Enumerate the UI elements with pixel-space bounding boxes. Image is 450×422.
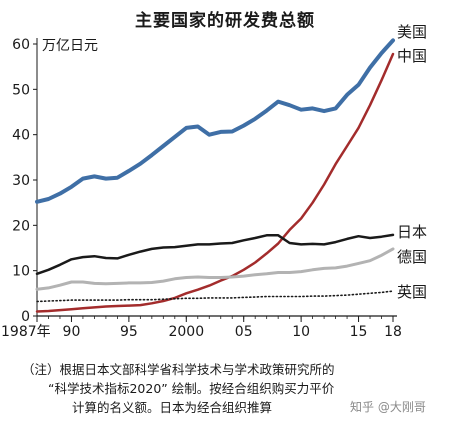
footnote-line-3: 计算的名义额。日本为经合组织推算: [72, 400, 273, 415]
footnote: （注）根据日本文部科学省科学技术与学术政策研究所的 “科学技术指标2020” 绘…: [22, 360, 437, 417]
y-tick-label: 40: [12, 128, 30, 144]
y-unit-label: 万亿日元: [42, 38, 98, 54]
x-tick-label: 05: [235, 324, 253, 340]
x-tick-label: 15: [350, 324, 368, 340]
y-tick-label: 0: [21, 309, 30, 325]
x-tick-label: 95: [120, 324, 138, 340]
chart-title: 主要国家的研发费总额: [135, 11, 315, 31]
series-lines: [35, 38, 395, 313]
y-tick-label: 50: [12, 82, 30, 98]
series-line-0: [35, 38, 395, 204]
y-tick-label: 30: [12, 173, 30, 189]
series-label-0: 美国: [397, 23, 427, 41]
y-tick-label: 10: [12, 264, 30, 280]
x-tick-label: 18: [384, 324, 402, 340]
footnote-line-1: （注）根据日本文部科学省科学技术与学术政策研究所的: [22, 362, 335, 377]
series-label-3: 德国: [397, 248, 427, 266]
series-label-1: 中国: [397, 47, 427, 65]
x-tick-label: 1987年: [1, 324, 51, 340]
series-line-1: [35, 52, 395, 313]
footnote-line-2: “科学技术指标2020” 绘制。按经合组织购买力平价: [48, 381, 335, 396]
chart-axes: 1987年 90 95 2000 05 10 15 18 0 10 20 30 40 50 60 万亿日元: [1, 37, 402, 340]
x-tick-label: 2000: [168, 324, 204, 340]
y-tick-label: 20: [12, 218, 30, 234]
series-line-3: [35, 247, 395, 291]
rd-spending-chart: 1987年 90 95 2000 05 10 15 18 0 10 20 30 40 50 60 万亿日元 美…: [1, 23, 427, 340]
y-tick-label: 60: [12, 37, 30, 53]
series-line-4: [36, 290, 394, 303]
x-tick-label: 90: [63, 324, 81, 340]
series-label-4: 英国: [397, 283, 427, 301]
series-label-2: 日本: [397, 223, 427, 241]
series-line-2: [35, 233, 395, 276]
x-tick-label: 10: [292, 324, 310, 340]
watermark: 知乎 @大刚哥: [350, 400, 426, 414]
